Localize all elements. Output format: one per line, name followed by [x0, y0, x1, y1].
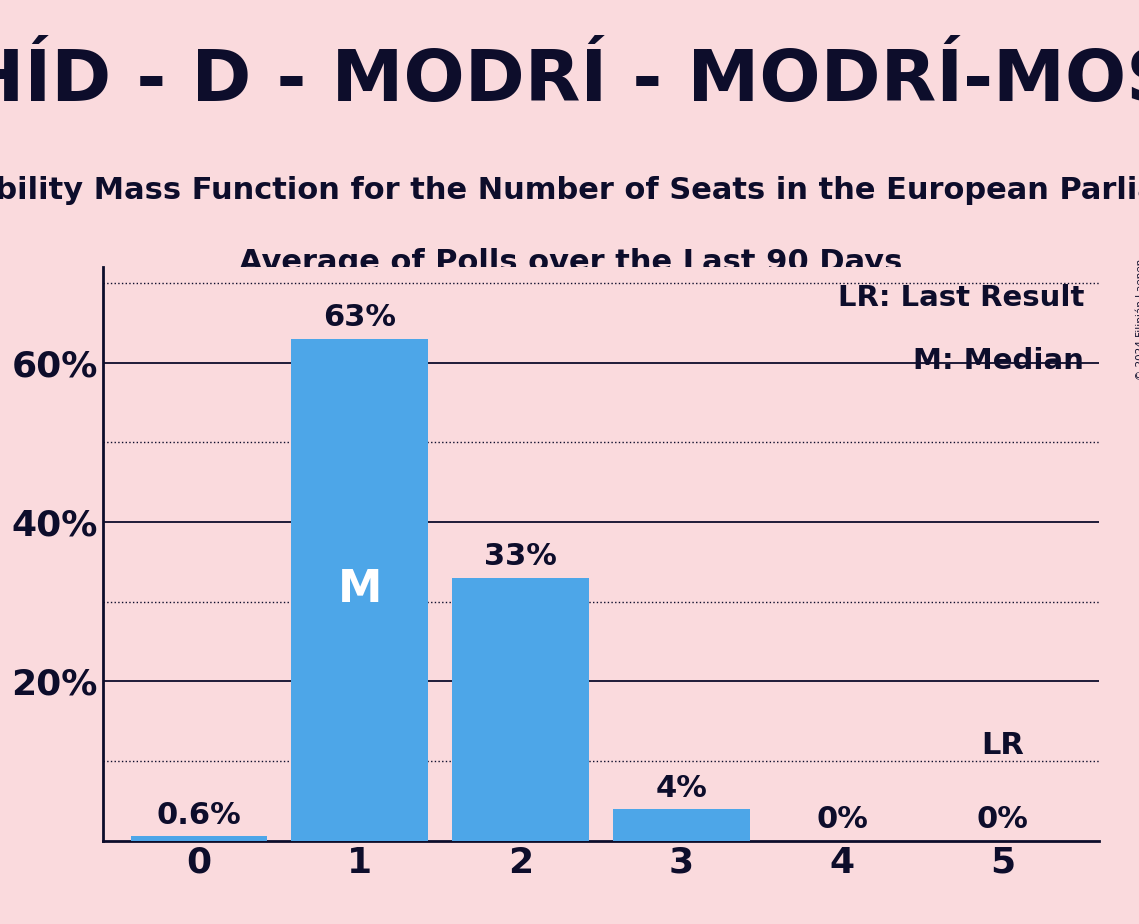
Text: 4%: 4% — [655, 773, 707, 803]
Bar — [131, 836, 268, 841]
Bar — [452, 578, 589, 841]
Bar — [613, 808, 749, 841]
Bar — [292, 338, 428, 841]
Text: M: Median: M: Median — [913, 347, 1084, 375]
Text: - MOST-HÍD - D - MODRÍ - MODRÍ-MOST-HÍD - M: - MOST-HÍD - D - MODRÍ - MODRÍ-MOST-HÍD … — [0, 47, 1139, 116]
Text: 0.6%: 0.6% — [156, 801, 241, 830]
Text: © 2024 Filipián Laenen: © 2024 Filipián Laenen — [1136, 259, 1139, 380]
Text: LR: Last Result: LR: Last Result — [838, 284, 1084, 312]
Text: 63%: 63% — [323, 303, 396, 333]
Text: 33%: 33% — [484, 542, 557, 571]
Text: 0%: 0% — [816, 806, 868, 834]
Text: M: M — [337, 568, 382, 612]
Text: Probability Mass Function for the Number of Seats in the European Parliament: Probability Mass Function for the Number… — [0, 176, 1139, 205]
Text: 0%: 0% — [977, 806, 1029, 834]
Text: LR: LR — [982, 731, 1024, 760]
Text: Average of Polls over the Last 90 Days: Average of Polls over the Last 90 Days — [239, 248, 902, 277]
